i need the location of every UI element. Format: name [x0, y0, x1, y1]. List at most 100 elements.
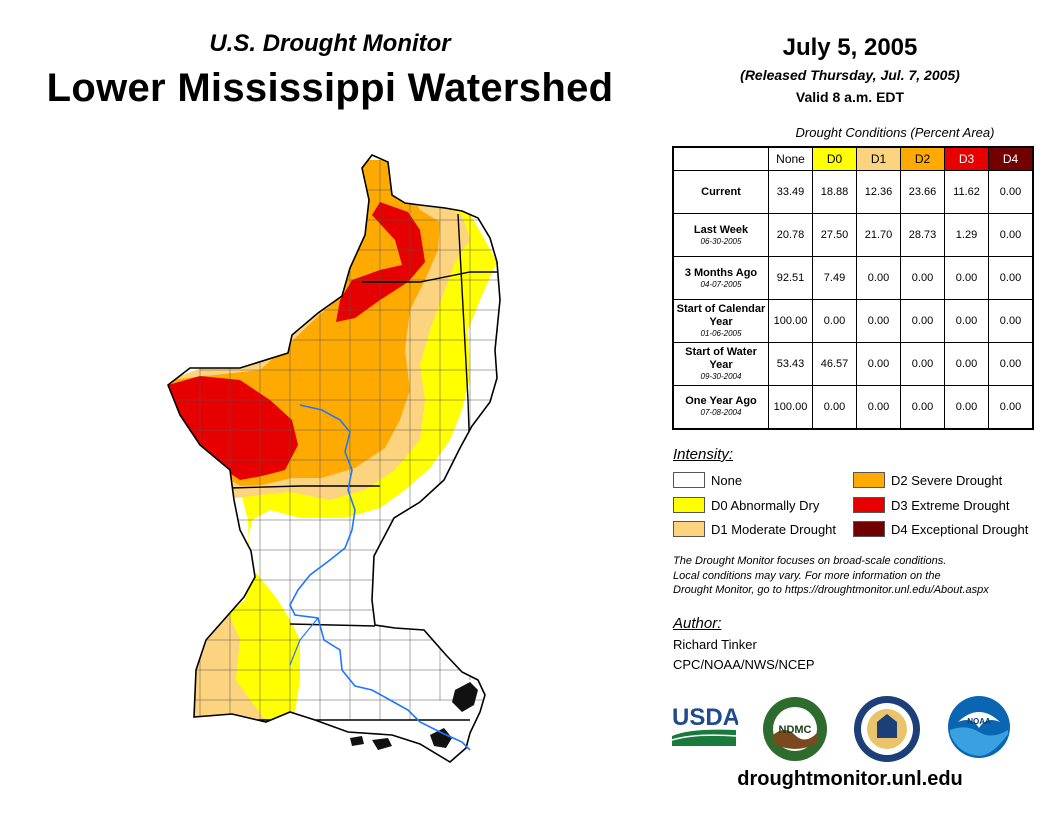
table-cell: 11.62: [944, 170, 989, 214]
legend-label: D3 Extreme Drought: [891, 497, 1010, 513]
header-d3: D3: [944, 146, 989, 171]
table-cell: 27.50: [812, 213, 857, 257]
table-cell: 46.57: [812, 342, 857, 386]
header-d1: D1: [856, 146, 901, 171]
table-cell: 0.00: [812, 299, 857, 343]
row-label: Current: [672, 170, 769, 214]
valid-time: Valid 8 a.m. EDT: [795, 89, 905, 105]
legend-swatch: [853, 497, 885, 513]
table-cell: 20.78: [768, 213, 813, 257]
table-cell: 23.66: [900, 170, 945, 214]
noaa-logo-icon: NOAA: [948, 696, 1010, 758]
author-name: Richard Tinker: [673, 637, 757, 652]
table-cell: 7.49: [812, 256, 857, 300]
row-label: Start of Calendar Year 01-06-2005: [672, 299, 769, 343]
note-line: Drought Monitor, go to https://droughtmo…: [673, 584, 989, 596]
drought-map: [167, 154, 501, 763]
table-cell: 0.00: [988, 299, 1034, 343]
header-d4: D4: [988, 146, 1034, 171]
table-cell: 0.00: [812, 385, 857, 429]
table-cell: 0.00: [900, 342, 945, 386]
table-cell: 0.00: [988, 342, 1034, 386]
usda-logo-icon: USDA: [671, 704, 738, 746]
legend-label: D4 Exceptional Drought: [891, 521, 1029, 537]
table-header-row: None D0 D1 D2 D3 D4: [673, 146, 1034, 171]
row-label-text: One Year Ago: [685, 395, 757, 408]
note-line: Local conditions may vary. For more info…: [673, 569, 941, 582]
row-label: One Year Ago 07-08-2004: [672, 385, 769, 429]
legend-item: D4 Exceptional Drought: [853, 519, 1028, 539]
row-label: Start of Water Year 09-30-2004: [672, 342, 769, 386]
table-cell: 0.00: [988, 213, 1034, 257]
table-cell: 0.00: [944, 256, 989, 300]
table-cell: 92.51: [768, 256, 813, 300]
table-cell: 0.00: [944, 385, 989, 429]
row-label-text: Start of Water Year: [685, 346, 757, 371]
table-cell: 100.00: [768, 299, 813, 343]
table-row: 3 Months Ago 04-07-2005 92.51 7.49 0.00 0.00 0…: [672, 256, 1034, 300]
ndmc-seal-icon: NDMC: [763, 697, 827, 761]
legend-item: None: [673, 470, 742, 490]
table-cell: 1.29: [944, 213, 989, 257]
table-cell: 0.00: [944, 342, 989, 386]
table-caption: Drought Conditions (Percent Area): [795, 125, 995, 140]
row-label-text: Current: [701, 185, 741, 198]
legend-swatch: [673, 472, 705, 488]
row-date: 07-08-2004: [700, 408, 742, 418]
table-cell: 100.00: [768, 385, 813, 429]
table-row: One Year Ago 07-08-2004 100.00 0.00 0.00 0.00…: [672, 385, 1034, 429]
row-label-text: Start of Calendar Year: [676, 303, 766, 328]
watershed-outline: [167, 154, 501, 763]
row-date: 04-07-2005: [700, 279, 742, 289]
disclaimer-note: The Drought Monitor focuses on broad-sca…: [673, 554, 1043, 598]
table-cell: 53.43: [768, 342, 813, 386]
table-cell: 0.00: [988, 385, 1034, 429]
table-cell: 12.36: [856, 170, 901, 214]
map-title: Lower Mississippi Watershed: [46, 66, 614, 110]
website-url[interactable]: droughtmonitor.unl.edu: [737, 768, 963, 790]
table-row: Start of Water Year 09-30-2004 53.43 46.57 0…: [672, 342, 1034, 386]
legend-item: D2 Severe Drought: [853, 470, 1002, 490]
table-cell: 0.00: [944, 299, 989, 343]
table-row: Last Week 06-30-2005 20.78 27.50 21.70 28.73 1…: [672, 213, 1034, 257]
table-cell: 0.00: [988, 170, 1034, 214]
map-subtitle: U.S. Drought Monitor: [209, 30, 451, 57]
legend-label: D1 Moderate Drought: [711, 521, 837, 537]
header-none: None: [768, 146, 813, 171]
row-date: 09-30-2004: [700, 372, 742, 381]
legend-swatch: [673, 521, 705, 537]
legend-swatch: [673, 497, 705, 513]
table-row: Current 33.49 18.88 12.36 23.66 11.62 0.00: [672, 170, 1034, 214]
table-cell: 0.00: [856, 385, 901, 429]
row-label: 3 Months Ago 04-07-2005: [672, 256, 769, 300]
header-d0: D0: [812, 146, 857, 171]
row-label: Last Week 06-30-2005: [672, 213, 769, 257]
table-cell: 0.00: [988, 256, 1034, 300]
table-cell: 0.00: [900, 299, 945, 343]
table-cell: 0.00: [900, 256, 945, 300]
svg-text:NOAA: NOAA: [967, 717, 991, 726]
legend-title: Intensity:: [673, 446, 734, 463]
svg-text:NDMC: NDMC: [779, 724, 812, 736]
legend-label: D2 Severe Drought: [891, 472, 1003, 488]
row-label-text: 3 Months Ago: [684, 266, 758, 279]
commerce-seal-icon: [854, 696, 920, 762]
legend-swatch: [853, 521, 885, 537]
table-cell: 0.00: [900, 385, 945, 429]
header-blank-cell: [673, 147, 769, 171]
table-cell: 0.00: [856, 256, 901, 300]
legend-item: D1 Moderate Drought: [673, 519, 836, 539]
map-date: July 5, 2005: [782, 34, 918, 61]
atchafalaya-river: [289, 617, 319, 666]
legend-item: D3 Extreme Drought: [853, 495, 1010, 515]
table-row: Start of Calendar Year 01-06-2005 100.00 0.…: [672, 299, 1034, 343]
release-date: (Released Thursday, Jul. 7, 2005): [740, 67, 960, 83]
table-cell: 33.49: [768, 170, 813, 214]
d3-extreme-drought-area: [336, 202, 425, 322]
note-line: The Drought Monitor focuses on broad-sca…: [673, 555, 947, 567]
legend-item: D0 Abnormally Dry: [673, 495, 819, 515]
legend-label: None: [711, 472, 743, 488]
table-cell: 21.70: [856, 213, 901, 257]
legend-swatch: [853, 472, 885, 488]
row-date: 01-06-2005: [700, 329, 742, 338]
